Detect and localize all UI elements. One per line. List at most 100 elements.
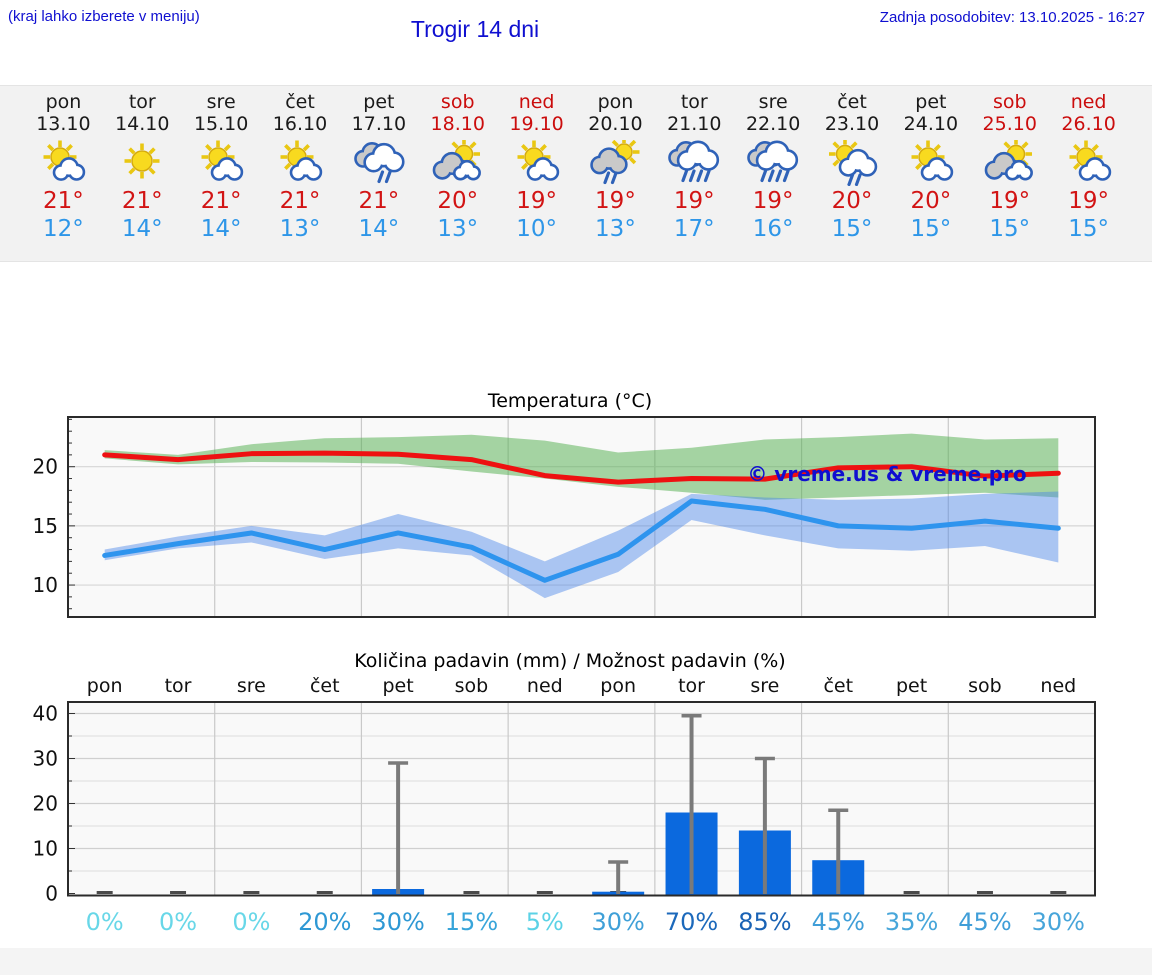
day-name: tor — [128, 91, 156, 113]
svg-text:© vreme.us & vreme.pro: © vreme.us & vreme.pro — [747, 462, 1026, 486]
low-temperature: 14° — [358, 216, 400, 242]
forecast-day-column: pet 17.10 21° 14° — [339, 91, 418, 261]
precip-probability-label: 85% — [738, 908, 791, 936]
weather-icon-sun-small-cloud — [517, 140, 559, 181]
day-date: 14.10 — [115, 113, 170, 135]
high-temperature: 21° — [358, 188, 400, 214]
svg-text:sob: sob — [455, 675, 489, 697]
day-date: 20.10 — [588, 113, 643, 135]
weather-icon-sun-gray-cloud — [984, 140, 1033, 181]
low-temperature: 16° — [752, 216, 794, 242]
high-temperature: 20° — [437, 188, 479, 214]
precip-probability-label: 30% — [592, 908, 645, 936]
forecast-day-column: tor 21.10 19° 17° — [655, 91, 734, 261]
forecast-day-column: sre 15.10 21° 14° — [182, 91, 261, 261]
svg-text:čet: čet — [310, 675, 340, 697]
svg-text:ned: ned — [527, 675, 563, 697]
day-name: pon — [597, 91, 634, 113]
high-temperature: 21° — [121, 188, 163, 214]
precip-probability-label: 30% — [1032, 908, 1085, 936]
day-name: pet — [915, 91, 947, 113]
precip-probability-label: 45% — [812, 908, 865, 936]
high-temperature: 19° — [595, 188, 636, 214]
forecast-strip: pon 13.10 21° 12° tor 14.10 21° 14° sre 15.10 21° 1… — [0, 85, 1152, 262]
svg-text:Količina padavin (mm) / Možnos: Količina padavin (mm) / Možnost padavin … — [354, 650, 785, 672]
high-temperature: 21° — [279, 188, 321, 214]
precip-probability-label: 15% — [445, 908, 498, 936]
svg-text:0: 0 — [45, 882, 58, 906]
low-temperature: 17° — [673, 216, 715, 242]
svg-text:pon: pon — [87, 675, 123, 697]
svg-text:20: 20 — [33, 455, 58, 479]
day-date: 25.10 — [982, 113, 1037, 135]
svg-text:30: 30 — [33, 747, 58, 771]
precip-probability-label: 35% — [885, 908, 938, 936]
forecast-day-column: sre 22.10 19° 16° — [734, 91, 813, 261]
weather-icon-cloud-rain — [747, 140, 799, 183]
day-date: 17.10 — [351, 113, 407, 135]
svg-text:sre: sre — [750, 675, 779, 697]
day-name: čet — [837, 91, 867, 113]
weather-icon-sun-small-cloud — [911, 140, 954, 181]
day-date: 16.10 — [272, 113, 328, 135]
precip-probability-label: 20% — [298, 908, 351, 936]
svg-text:ned: ned — [1040, 675, 1076, 697]
forecast-day-column: čet 23.10 20° 15° — [813, 91, 892, 261]
weather-icon-sun-gray-cloud — [432, 140, 481, 181]
high-temperature: 20° — [831, 188, 873, 214]
weather-icon-sun-small-cloud — [43, 140, 86, 181]
low-temperature: 12° — [43, 216, 84, 242]
low-temperature: 15° — [989, 216, 1031, 242]
high-temperature: 19° — [516, 188, 557, 214]
svg-text:sre: sre — [237, 675, 266, 697]
low-temperature: 13° — [437, 216, 479, 242]
weather-icon-cloud-rain — [668, 140, 720, 183]
svg-text:sob: sob — [968, 675, 1002, 697]
weather-icon-sun-small-cloud — [1069, 140, 1111, 181]
svg-text:tor: tor — [165, 675, 192, 697]
high-temperature: 21° — [43, 188, 84, 214]
day-name: čet — [285, 91, 315, 113]
forecast-day-column: pet 24.10 20° 15° — [891, 91, 970, 261]
high-temperature: 20° — [910, 188, 952, 214]
weather-icon-sun-small-cloud — [280, 140, 323, 181]
last-update-text: Zadnja posodobitev: 13.10.2025 - 16:27 — [879, 9, 1145, 26]
svg-text:čet: čet — [823, 675, 853, 697]
day-name: sob — [440, 91, 475, 113]
footer-strip — [0, 948, 1152, 975]
day-date: 21.10 — [667, 113, 722, 135]
low-temperature: 14° — [200, 216, 242, 242]
precip-probability-label: 45% — [958, 908, 1011, 936]
day-date: 19.10 — [509, 113, 564, 135]
weather-icon-cloud-rain-light — [354, 142, 405, 184]
forecast-day-column: čet 16.10 21° 13° — [261, 91, 340, 261]
precip-probability-label: 30% — [371, 908, 424, 936]
low-temperature: 10° — [516, 216, 557, 242]
svg-text:10: 10 — [33, 573, 58, 597]
day-date: 18.10 — [430, 113, 485, 135]
low-temperature: 13° — [279, 216, 321, 242]
precip-probability-label: 0% — [232, 908, 270, 936]
low-temperature: 14° — [121, 216, 163, 242]
day-name: sob — [992, 91, 1027, 113]
weather-icon-sun — [124, 143, 160, 179]
day-date: 22.10 — [745, 113, 801, 135]
weather-icon-sun-gray-cloud-rain — [590, 140, 640, 185]
high-temperature: 19° — [989, 188, 1031, 214]
high-temperature: 19° — [1068, 188, 1109, 214]
svg-text:tor: tor — [678, 675, 705, 697]
low-temperature: 15° — [831, 216, 873, 242]
svg-text:pet: pet — [896, 675, 927, 697]
low-temperature: 15° — [910, 216, 952, 242]
precip-probability-label: 0% — [159, 908, 197, 936]
forecast-day-column: sob 18.10 20° 13° — [418, 91, 497, 261]
day-date: 13.10 — [36, 113, 91, 135]
day-name: ned — [518, 91, 555, 113]
high-temperature: 19° — [673, 188, 715, 214]
forecast-day-column: ned 19.10 19° 10° — [497, 91, 576, 261]
day-date: 24.10 — [903, 113, 959, 135]
forecast-day-column: pon 20.10 19° 13° — [576, 91, 655, 261]
precip-probability-label: 70% — [665, 908, 718, 936]
temperature-chart: 10 15 20 © vreme.us & vreme.pro Temperatura … — [33, 390, 1096, 618]
